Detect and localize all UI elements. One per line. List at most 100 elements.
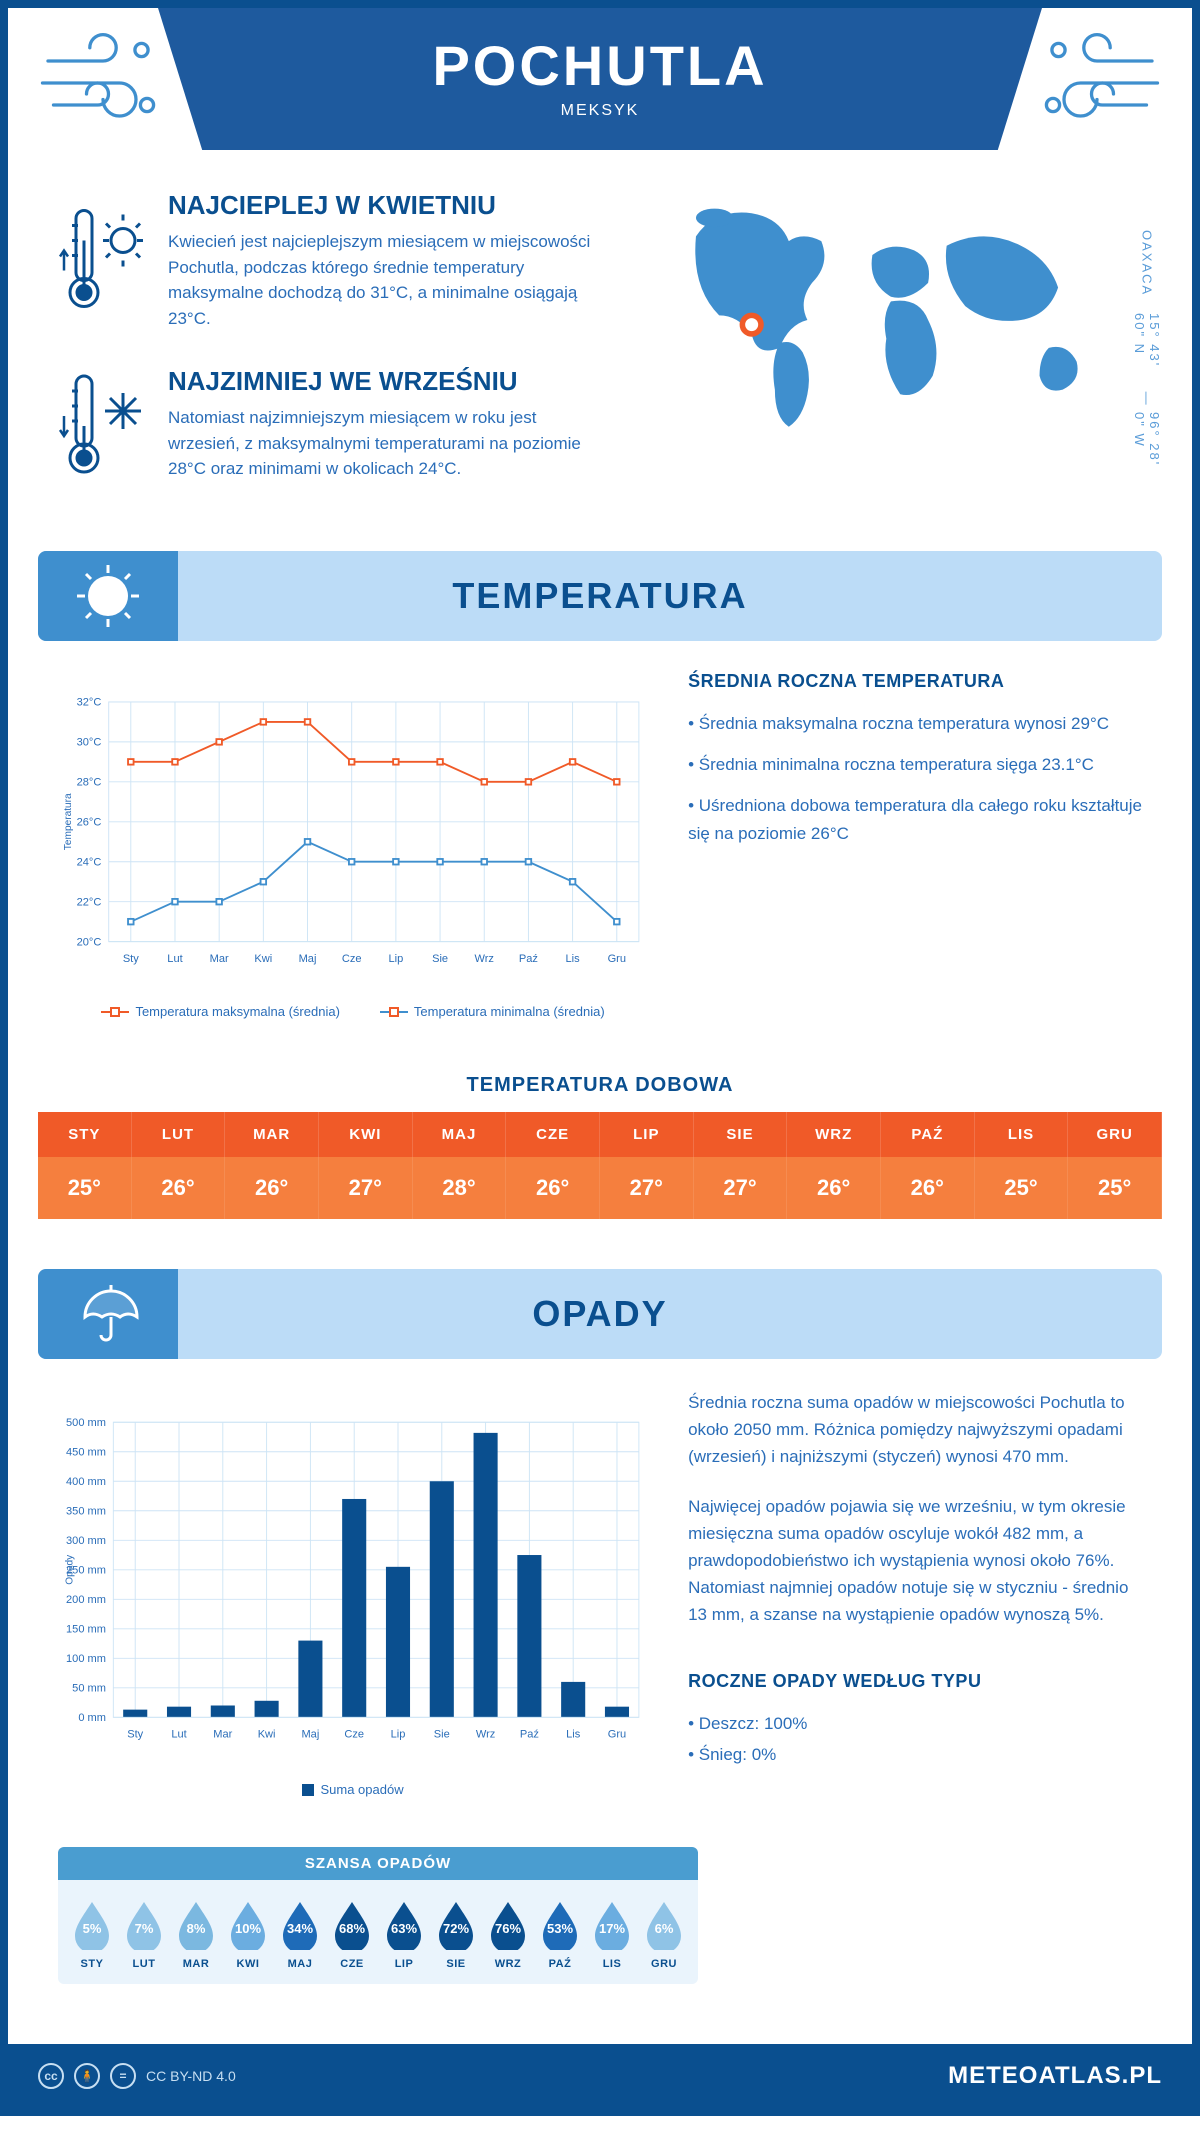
temp-bullet-1: • Średnia maksymalna roczna temperatura … [688,710,1142,737]
precip-p1: Średnia roczna suma opadów w miejscowośc… [688,1389,1142,1471]
daily-temp-table: STYLUTMARKWIMAJCZELIPSIEWRZPAŹLISGRU25°2… [38,1112,1162,1219]
world-map-icon [640,190,1142,450]
table-cell: 26° [132,1157,226,1219]
svg-text:Mar: Mar [210,953,229,965]
by-icon: 🧍 [74,2063,100,2089]
svg-text:Mar: Mar [213,1729,232,1741]
country-subtitle: MEKSYK [158,102,1042,120]
raindrop-icon: 5% [71,1898,113,1950]
umbrella-icon [38,1269,178,1359]
temp-bullet-2: • Średnia minimalna roczna temperatura s… [688,751,1142,778]
svg-text:Cze: Cze [344,1729,364,1741]
section-header-temperature: TEMPERATURA [38,551,1162,641]
table-cell: 26° [506,1157,600,1219]
wind-icon-left [33,28,173,138]
raindrop-icon: 63% [383,1898,425,1950]
precipitation-chart-area: 0 mm50 mm100 mm150 mm200 mm250 mm300 mm3… [58,1389,648,1797]
table-cell: 26° [225,1157,319,1219]
intro-row: NAJCIEPLEJ W KWIETNIU Kwiecień jest najc… [8,150,1192,551]
raindrop-icon: 76% [487,1898,529,1950]
raindrop-icon: 6% [643,1898,685,1950]
intro-facts: NAJCIEPLEJ W KWIETNIU Kwiecień jest najc… [58,190,610,521]
svg-text:300 mm: 300 mm [66,1535,106,1547]
svg-text:Lut: Lut [171,1729,186,1741]
temp-info-heading: ŚREDNIA ROCZNA TEMPERATURA [688,671,1142,692]
table-header: MAR [225,1112,319,1157]
table-header: GRU [1068,1112,1162,1157]
wind-icon-right [1027,28,1167,138]
temperature-info: ŚREDNIA ROCZNA TEMPERATURA • Średnia mak… [688,671,1142,1019]
chance-month-label: CZE [328,1958,376,1970]
svg-text:Temperatura: Temperatura [63,793,74,850]
precip-type-b1: • Deszcz: 100% [688,1710,1142,1737]
svg-text:100 mm: 100 mm [66,1653,106,1665]
raindrop-icon: 34% [279,1898,321,1950]
precip-type-heading: ROCZNE OPADY WEDŁUG TYPU [688,1671,1142,1692]
svg-text:Maj: Maj [301,1729,319,1741]
chance-item: 68% CZE [328,1898,376,1970]
fact-cold-text: Natomiast najzimniejszym miesiącem w rok… [168,405,610,482]
chance-row: 5% STY 7% LUT 8% MAR 10% KWI 34% [58,1880,698,1984]
chance-month-label: MAR [172,1958,220,1970]
legend-precip: Suma opadów [302,1782,403,1797]
svg-text:32°C: 32°C [77,697,102,709]
precipitation-row: 0 mm50 mm100 mm150 mm200 mm250 mm300 mm3… [8,1359,1192,1827]
temperature-row: 20°C22°C24°C26°C28°C30°C32°CStyLutMarKwi… [8,641,1192,1049]
raindrop-icon: 17% [591,1898,633,1950]
svg-text:Gru: Gru [608,953,626,965]
section-title-temperature: TEMPERATURA [452,575,747,617]
chance-month-label: GRU [640,1958,688,1970]
fact-warm-title: NAJCIEPLEJ W KWIETNIU [168,190,610,221]
chance-month-label: PAŹ [536,1958,584,1970]
precip-type-b2: • Śnieg: 0% [688,1741,1142,1768]
chance-item: 7% LUT [120,1898,168,1970]
svg-text:500 mm: 500 mm [66,1417,106,1429]
svg-text:50 mm: 50 mm [72,1682,106,1694]
svg-text:200 mm: 200 mm [66,1594,106,1606]
legend-min: Temperatura minimalna (średnia) [380,1004,605,1019]
svg-text:150 mm: 150 mm [66,1623,106,1635]
license-text: CC BY-ND 4.0 [146,2068,236,2084]
legend-max-label: Temperatura maksymalna (średnia) [135,1004,339,1019]
legend-precip-label: Suma opadów [320,1782,403,1797]
daily-temp-title: TEMPERATURA DOBOWA [8,1074,1192,1097]
chance-title: SZANSA OPADÓW [58,1847,698,1880]
table-cell: 27° [600,1157,694,1219]
chance-month-label: LUT [120,1958,168,1970]
precipitation-info: Średnia roczna suma opadów w miejscowośc… [688,1389,1142,1797]
chance-item: 6% GRU [640,1898,688,1970]
footer-license: cc 🧍 = CC BY-ND 4.0 [38,2063,236,2089]
svg-text:22°C: 22°C [77,896,102,908]
table-cell: 25° [1068,1157,1162,1219]
precipitation-bar-chart: 0 mm50 mm100 mm150 mm200 mm250 mm300 mm3… [58,1389,648,1769]
table-header: MAJ [413,1112,507,1157]
thermometer-sun-icon [58,190,148,331]
legend-min-label: Temperatura minimalna (średnia) [414,1004,605,1019]
svg-text:24°C: 24°C [77,856,102,868]
svg-text:Kwi: Kwi [254,953,272,965]
cc-icon: cc [38,2063,64,2089]
svg-text:20°C: 20°C [77,936,102,948]
intro-map: OAXACA 15° 43' 60" N — 96° 28' 0" W [640,190,1142,521]
svg-text:Paź: Paź [520,1729,539,1741]
raindrop-icon: 7% [123,1898,165,1950]
precip-legend: Suma opadów [58,1782,648,1797]
svg-text:26°C: 26°C [77,816,102,828]
svg-text:Wrz: Wrz [476,1729,495,1741]
svg-text:Lip: Lip [391,1729,406,1741]
table-header: LIP [600,1112,694,1157]
svg-text:Gru: Gru [608,1729,626,1741]
chance-month-label: KWI [224,1958,272,1970]
chance-item: 34% MAJ [276,1898,324,1970]
coordinates-label: OAXACA 15° 43' 60" N — 96° 28' 0" W [1132,230,1162,481]
chance-month-label: MAJ [276,1958,324,1970]
fact-cold-title: NAJZIMNIEJ WE WRZEŚNIU [168,366,610,397]
table-header: CZE [506,1112,600,1157]
legend-max: .legend-sw:nth-child(1)::before{border-c… [101,1004,339,1019]
temp-bullet-3: • Uśredniona dobowa temperatura dla całe… [688,792,1142,846]
svg-text:Lis: Lis [566,953,581,965]
section-title-precipitation: OPADY [532,1293,667,1335]
svg-text:Maj: Maj [299,953,317,965]
thermometer-snow-icon [58,366,148,486]
chance-item: 76% WRZ [484,1898,532,1970]
